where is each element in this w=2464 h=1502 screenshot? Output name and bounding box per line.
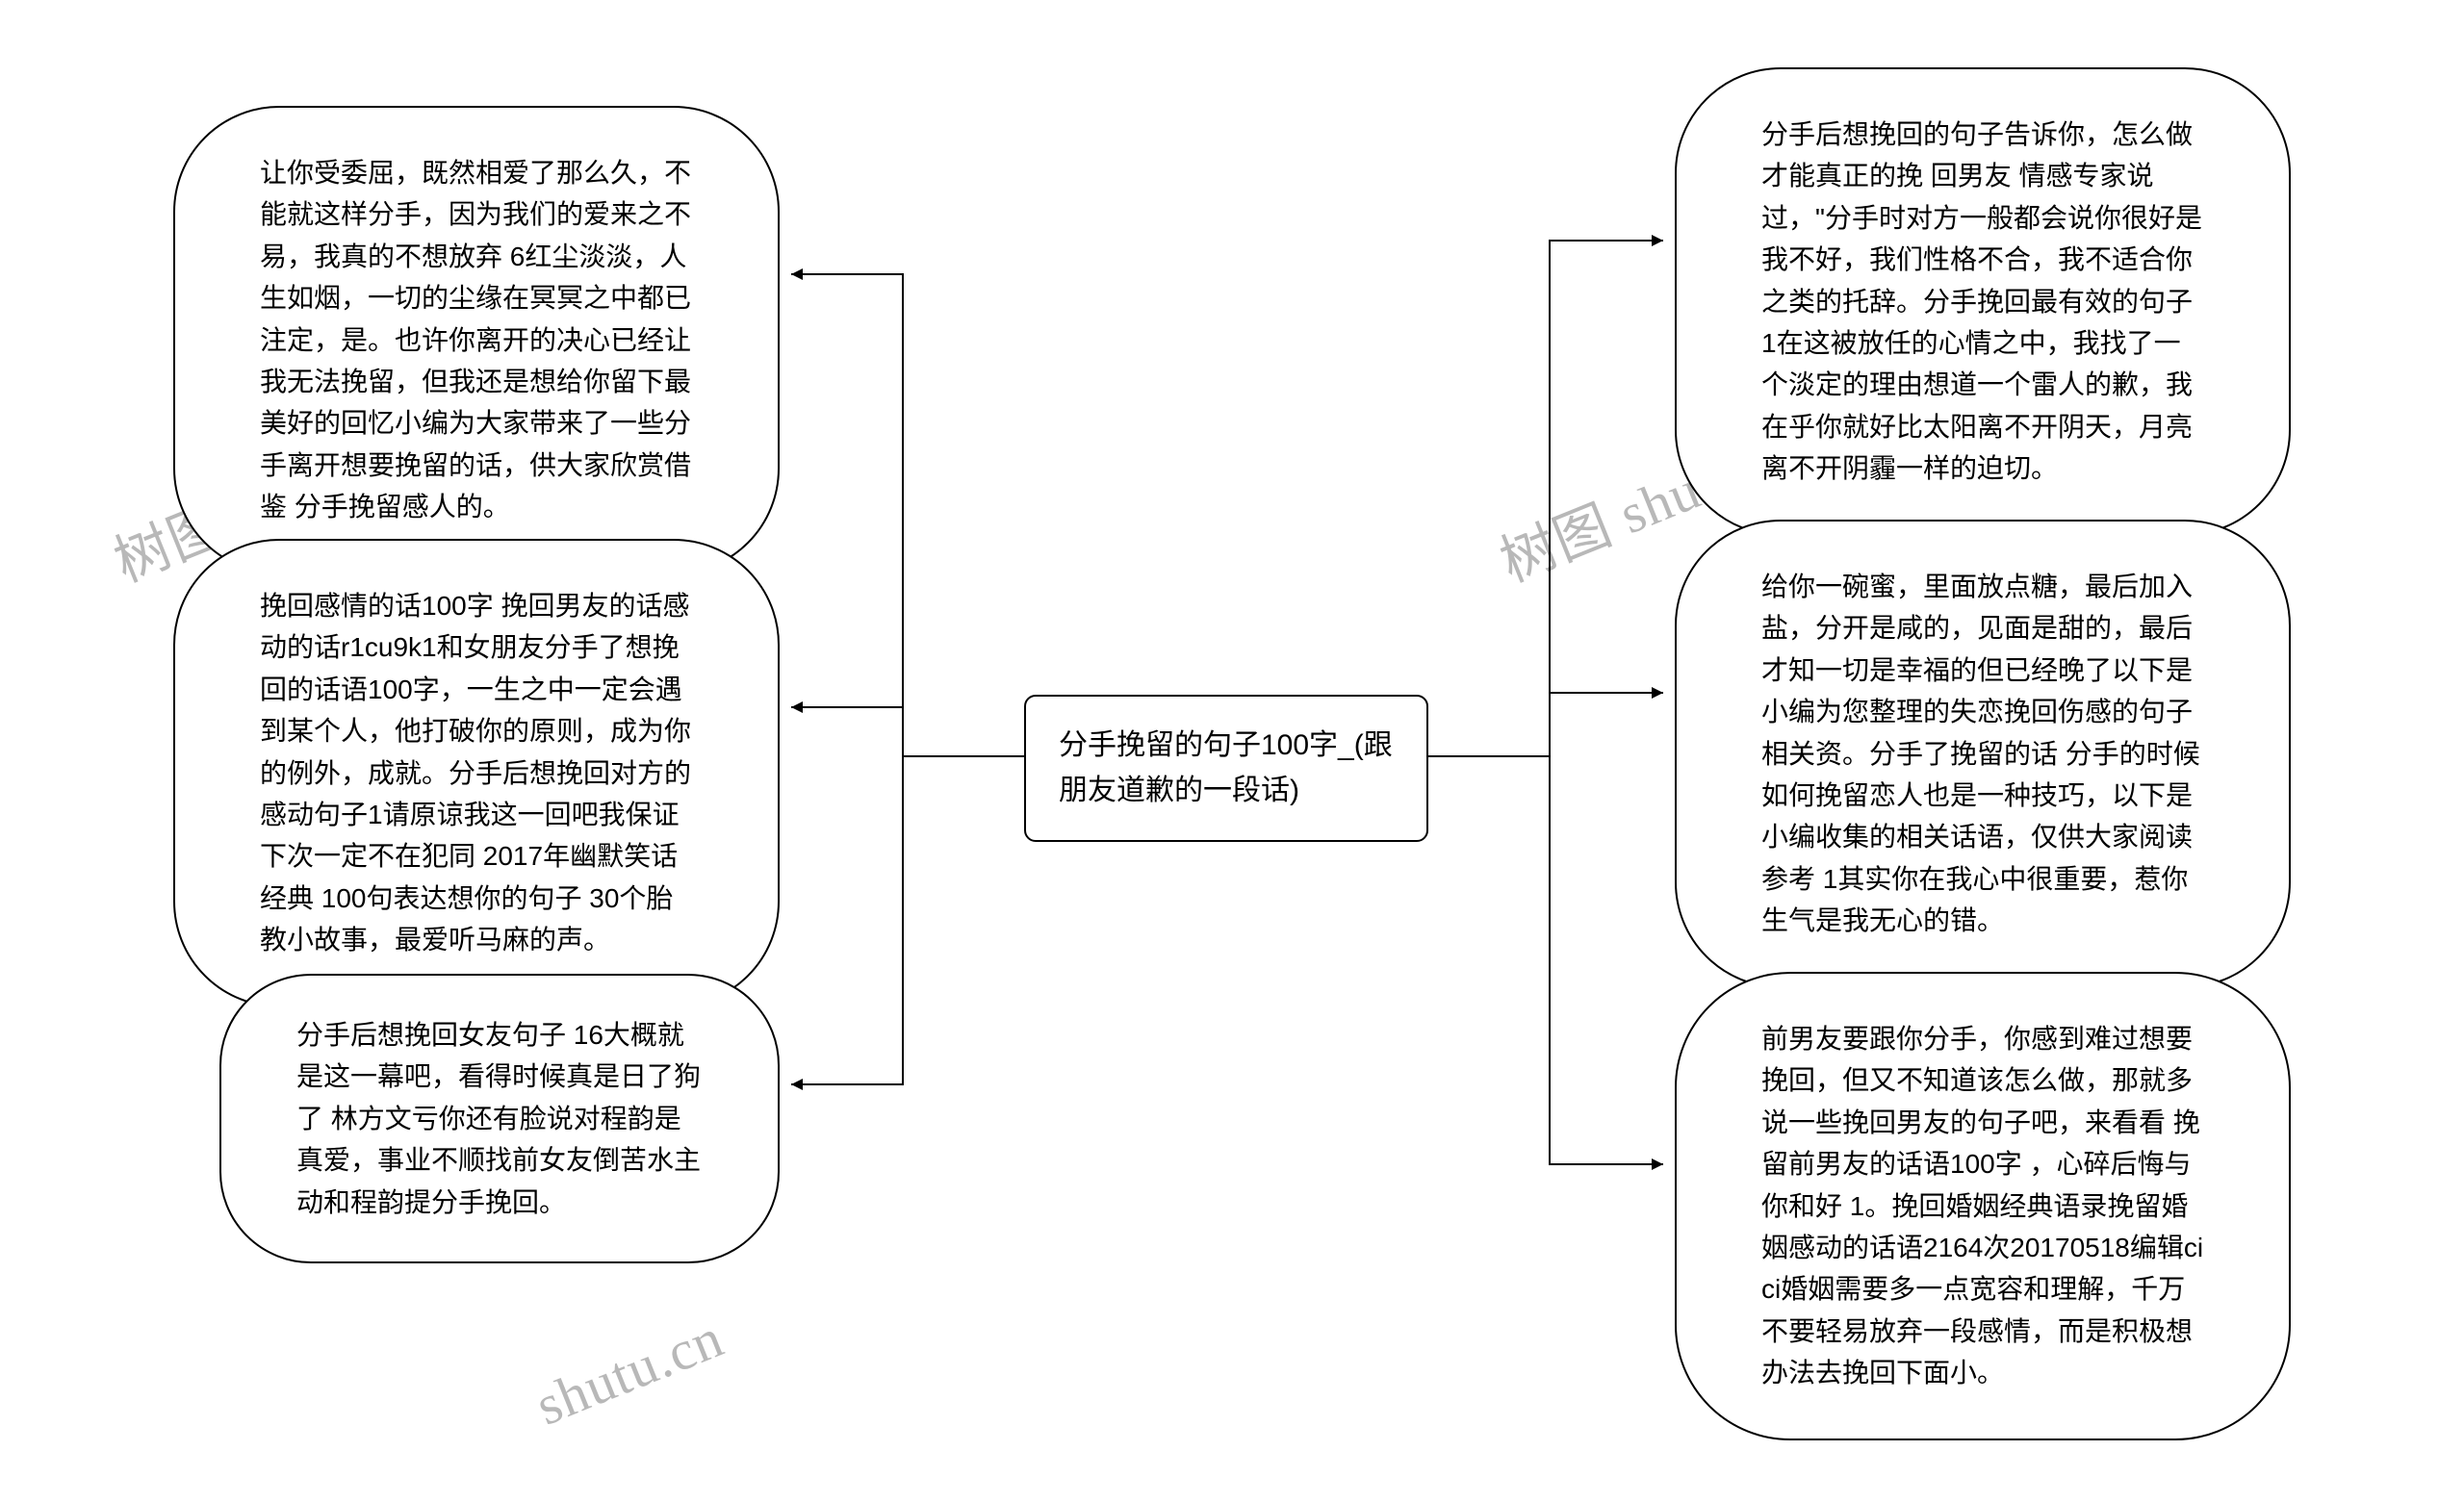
leaf-text: 分手后想挽回女友句子 16大概就是这一幕吧，看得时候真是日了狗了 林方文亏你还有… (296, 1020, 701, 1217)
leaf-text: 让你受委屈，既然相爱了那么久，不能就这样分手，因为我们的爱来之不易，我真的不想放… (260, 158, 691, 522)
leaf-node-r2: 给你一碗蜜，里面放点糖，最后加入盐，分开是咸的，见面是甜的，最后才知一切是幸福的… (1675, 520, 2291, 988)
diagram-canvas: 树图 shutu.cn 树图 shutu.cn shutu.cn shutu.c… (0, 0, 2464, 1502)
leaf-text: 给你一碗蜜，里面放点糖，最后加入盐，分开是咸的，见面是甜的，最后才知一切是幸福的… (1761, 572, 2200, 935)
center-node-text: 分手挽留的句子100字_(跟朋友道歉的一段话) (1059, 729, 1393, 806)
leaf-node-l3: 分手后想挽回女友句子 16大概就是这一幕吧，看得时候真是日了狗了 林方文亏你还有… (219, 974, 780, 1263)
leaf-node-l1: 让你受委屈，既然相爱了那么久，不能就这样分手，因为我们的爱来之不易，我真的不想放… (173, 106, 780, 574)
leaf-text: 挽回感情的话100字 挽回男友的话感动的话r1cu9k1和女朋友分手了想挽回的话… (260, 591, 691, 955)
leaf-text: 分手后想挽回的句子告诉你，怎么做才能真正的挽 回男友 情感专家说过，"分手时对方… (1761, 119, 2202, 483)
leaf-node-l2: 挽回感情的话100字 挽回男友的话感动的话r1cu9k1和女朋友分手了想挽回的话… (173, 539, 780, 1007)
leaf-text: 前男友要跟你分手，你感到难过想要挽回，但又不知道该怎么做，那就多说一些挽回男友的… (1761, 1024, 2203, 1387)
leaf-node-r3: 前男友要跟你分手，你感到难过想要挽回，但又不知道该怎么做，那就多说一些挽回男友的… (1675, 972, 2291, 1440)
watermark: shutu.cn (526, 1305, 732, 1438)
center-node: 分手挽留的句子100字_(跟朋友道歉的一段话) (1024, 695, 1428, 842)
leaf-node-r1: 分手后想挽回的句子告诉你，怎么做才能真正的挽 回男友 情感专家说过，"分手时对方… (1675, 67, 2291, 536)
